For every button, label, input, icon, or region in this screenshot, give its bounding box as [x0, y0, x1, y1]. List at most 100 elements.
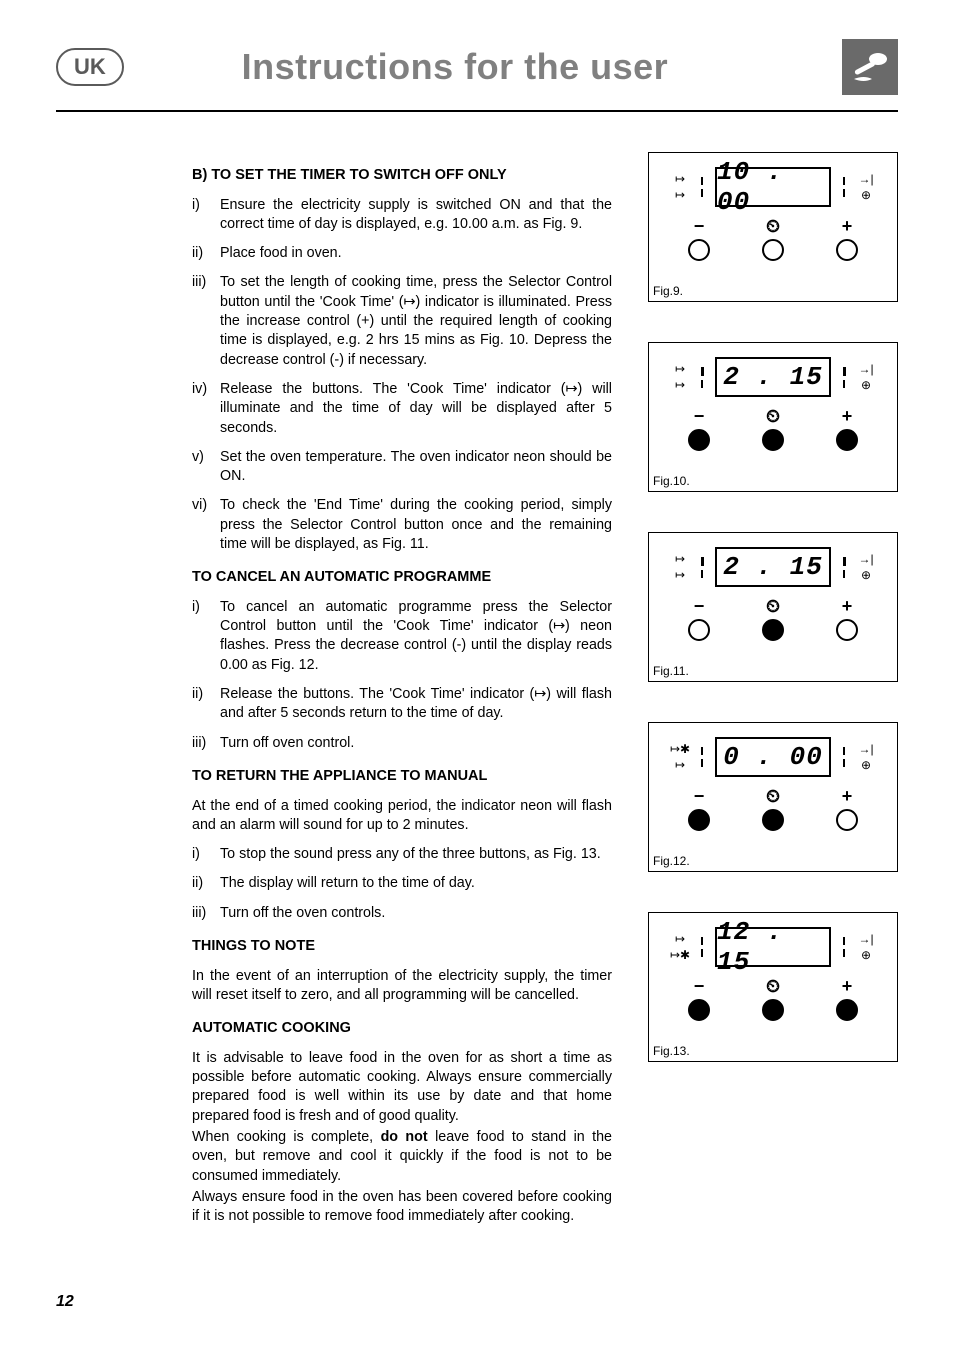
- button-circle-icon: [762, 239, 784, 261]
- button-symbol: −: [694, 407, 705, 425]
- left-bar-icons: [693, 367, 711, 388]
- list-text: The display will return to the time of d…: [220, 874, 612, 893]
- list-marker: ii): [192, 685, 220, 724]
- timer-figure: ↦↦ 2 . 15 →|⊕ − ⏲ +: [648, 342, 898, 492]
- section-b-heading: B) TO SET THE TIMER TO SWITCH OFF ONLY: [192, 166, 612, 186]
- button-circle-icon: [836, 999, 858, 1021]
- button-circle-icon: [836, 809, 858, 831]
- right-bar-icons: [835, 747, 853, 767]
- list-text: To stop the sound press any of the three…: [220, 845, 612, 864]
- timer-button: ⏲: [762, 597, 784, 641]
- button-circle-icon: [688, 429, 710, 451]
- button-symbol: ⏲: [766, 407, 780, 425]
- auto-p3: Always ensure food in the oven has been …: [192, 1188, 612, 1227]
- list-text: Set the oven temperature. The oven indic…: [220, 448, 612, 487]
- right-bar-icons: [835, 177, 853, 197]
- list-marker: v): [192, 448, 220, 487]
- timer-display: 2 . 15: [715, 547, 831, 587]
- timer-button: ⏲: [762, 787, 784, 831]
- button-circle-icon: [762, 809, 784, 831]
- figure-label: Fig.11.: [653, 664, 689, 678]
- list-marker: i): [192, 845, 220, 864]
- button-symbol: ⏲: [766, 217, 780, 235]
- button-symbol: ⏲: [766, 977, 780, 995]
- button-symbol: ⏲: [766, 787, 780, 805]
- page-title: Instructions for the user: [68, 46, 842, 88]
- timer-button: −: [688, 977, 710, 1021]
- button-circle-icon: [762, 999, 784, 1021]
- timer-button: −: [688, 217, 710, 261]
- timer-button: ⏲: [762, 977, 784, 1021]
- button-symbol: ⏲: [766, 597, 780, 615]
- list-marker: iii): [192, 904, 220, 923]
- timer-button: −: [688, 407, 710, 451]
- list-text: Turn off the oven controls.: [220, 904, 612, 923]
- list-marker: iv): [192, 380, 220, 438]
- list-text: Release the buttons. The 'Cook Time' ind…: [220, 685, 612, 724]
- figure-label: Fig.9.: [653, 284, 683, 298]
- timer-display: 12 . 15: [715, 927, 831, 967]
- timer-figure: ↦↦ 10 . 00 →|⊕ − ⏲ +: [648, 152, 898, 302]
- left-indicator-icons: ↦✱↦: [671, 743, 689, 771]
- left-bar-icons: [693, 937, 711, 957]
- left-indicator-icons: ↦↦✱: [671, 933, 689, 961]
- button-circle-icon: [762, 429, 784, 451]
- figures-column: ↦↦ 10 . 00 →|⊕ − ⏲ +: [648, 152, 898, 1228]
- timer-button: +: [836, 407, 858, 451]
- button-circle-icon: [688, 239, 710, 261]
- button-circle-icon: [762, 619, 784, 641]
- list-text: To set the length of cooking time, press…: [220, 273, 612, 369]
- timer-button-row: − ⏲ +: [688, 787, 858, 831]
- timer-button: +: [836, 977, 858, 1021]
- auto-p2: When cooking is complete, do not leave f…: [192, 1128, 612, 1186]
- left-bar-icons: [693, 177, 711, 197]
- right-indicator-icons: →|⊕: [857, 933, 875, 961]
- button-circle-icon: [688, 809, 710, 831]
- button-symbol: +: [842, 977, 853, 995]
- left-bar-icons: [693, 747, 711, 767]
- cancel-heading: TO CANCEL AN AUTOMATIC PROGRAMME: [192, 568, 612, 588]
- button-circle-icon: [836, 429, 858, 451]
- auto-heading: AUTOMATIC COOKING: [192, 1019, 612, 1039]
- timer-button: −: [688, 597, 710, 641]
- list-text: To check the 'End Time' during the cooki…: [220, 496, 612, 554]
- timer-button: +: [836, 217, 858, 261]
- timer-button-row: − ⏲ +: [688, 217, 858, 261]
- timer-display: 10 . 00: [715, 167, 831, 207]
- timer-display: 2 . 15: [715, 357, 831, 397]
- cancel-list: i)To cancel an automatic programme press…: [192, 598, 612, 753]
- timer-button: +: [836, 597, 858, 641]
- manual-heading: TO RETURN THE APPLIANCE TO MANUAL: [192, 767, 612, 787]
- figure-label: Fig.13.: [653, 1044, 690, 1058]
- right-indicator-icons: →|⊕: [857, 173, 875, 201]
- section-b-list: i)Ensure the electricity supply is switc…: [192, 196, 612, 555]
- manual-list: i)To stop the sound press any of the thr…: [192, 845, 612, 923]
- list-marker: i): [192, 196, 220, 235]
- timer-button-row: − ⏲ +: [688, 977, 858, 1021]
- timer-figure: ↦↦ 2 . 15 →|⊕ − ⏲ +: [648, 532, 898, 682]
- figure-label: Fig.10.: [653, 474, 690, 488]
- button-symbol: −: [694, 787, 705, 805]
- list-marker: i): [192, 598, 220, 675]
- button-circle-icon: [688, 999, 710, 1021]
- manual-intro: At the end of a timed cooking period, th…: [192, 797, 612, 836]
- list-text: Release the buttons. The 'Cook Time' ind…: [220, 380, 612, 438]
- list-marker: ii): [192, 244, 220, 263]
- right-bar-icons: [835, 367, 853, 388]
- timer-figure: ↦↦✱ 12 . 15 →|⊕ − ⏲ +: [648, 912, 898, 1062]
- left-bar-icons: [693, 557, 711, 578]
- figure-label: Fig.12.: [653, 854, 690, 868]
- note-text: In the event of an interruption of the e…: [192, 967, 612, 1006]
- timer-button: +: [836, 787, 858, 831]
- timer-button: ⏲: [762, 407, 784, 451]
- list-text: To cancel an automatic programme press t…: [220, 598, 612, 675]
- timer-display: 0 . 00: [715, 737, 831, 777]
- auto-p1: It is advisable to leave food in the ove…: [192, 1049, 612, 1126]
- timer-button: −: [688, 787, 710, 831]
- content-left-column: B) TO SET THE TIMER TO SWITCH OFF ONLY i…: [192, 152, 612, 1228]
- button-symbol: +: [842, 217, 853, 235]
- note-heading: THINGS TO NOTE: [192, 937, 612, 957]
- button-symbol: −: [694, 597, 705, 615]
- list-text: Turn off oven control.: [220, 734, 612, 753]
- button-symbol: −: [694, 217, 705, 235]
